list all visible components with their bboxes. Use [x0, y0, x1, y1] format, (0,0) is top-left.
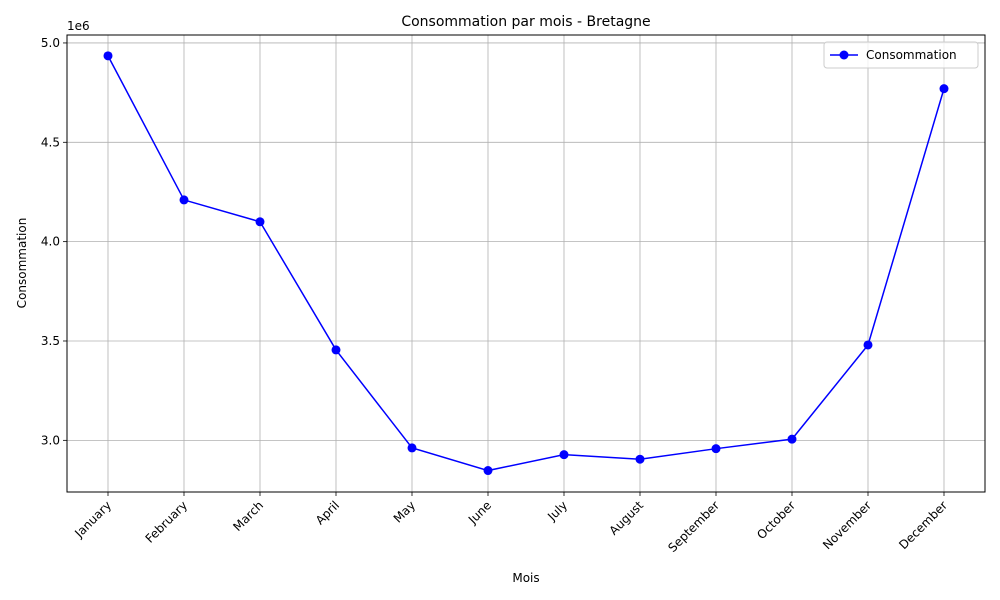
data-point	[863, 340, 873, 350]
legend-marker-swatch	[839, 50, 849, 60]
y-axis-ticks: 3.0 3.5 4.0 4.5 5.0	[41, 36, 67, 447]
data-point	[103, 51, 113, 61]
legend-label: Consommation	[866, 48, 957, 62]
y-tick-label: 4.5	[41, 135, 60, 149]
data-point	[407, 443, 417, 453]
data-point	[787, 434, 797, 444]
chart-title: Consommation par mois - Bretagne	[401, 14, 650, 30]
series-line	[107, 55, 945, 472]
y-offset-label: 1e6	[67, 19, 90, 33]
data-point	[635, 454, 645, 464]
data-point	[939, 84, 949, 94]
plot-frame	[66, 34, 986, 493]
data-point	[255, 217, 265, 227]
data-point	[711, 444, 721, 454]
grid	[67, 35, 985, 492]
y-tick-label: 5.0	[41, 36, 60, 50]
series-layer	[103, 51, 949, 476]
data-point	[331, 345, 341, 355]
data-point	[179, 195, 189, 205]
data-point	[559, 450, 569, 460]
legend: Consommation	[823, 41, 979, 69]
x-axis-label: Mois	[512, 571, 539, 585]
legend-box	[823, 41, 979, 69]
y-tick-label: 4.0	[41, 235, 60, 249]
y-axis-label: Consommation	[15, 218, 29, 309]
y-tick-label: 3.0	[41, 433, 60, 447]
y-tick-label: 3.5	[41, 334, 60, 348]
data-point	[483, 466, 493, 476]
